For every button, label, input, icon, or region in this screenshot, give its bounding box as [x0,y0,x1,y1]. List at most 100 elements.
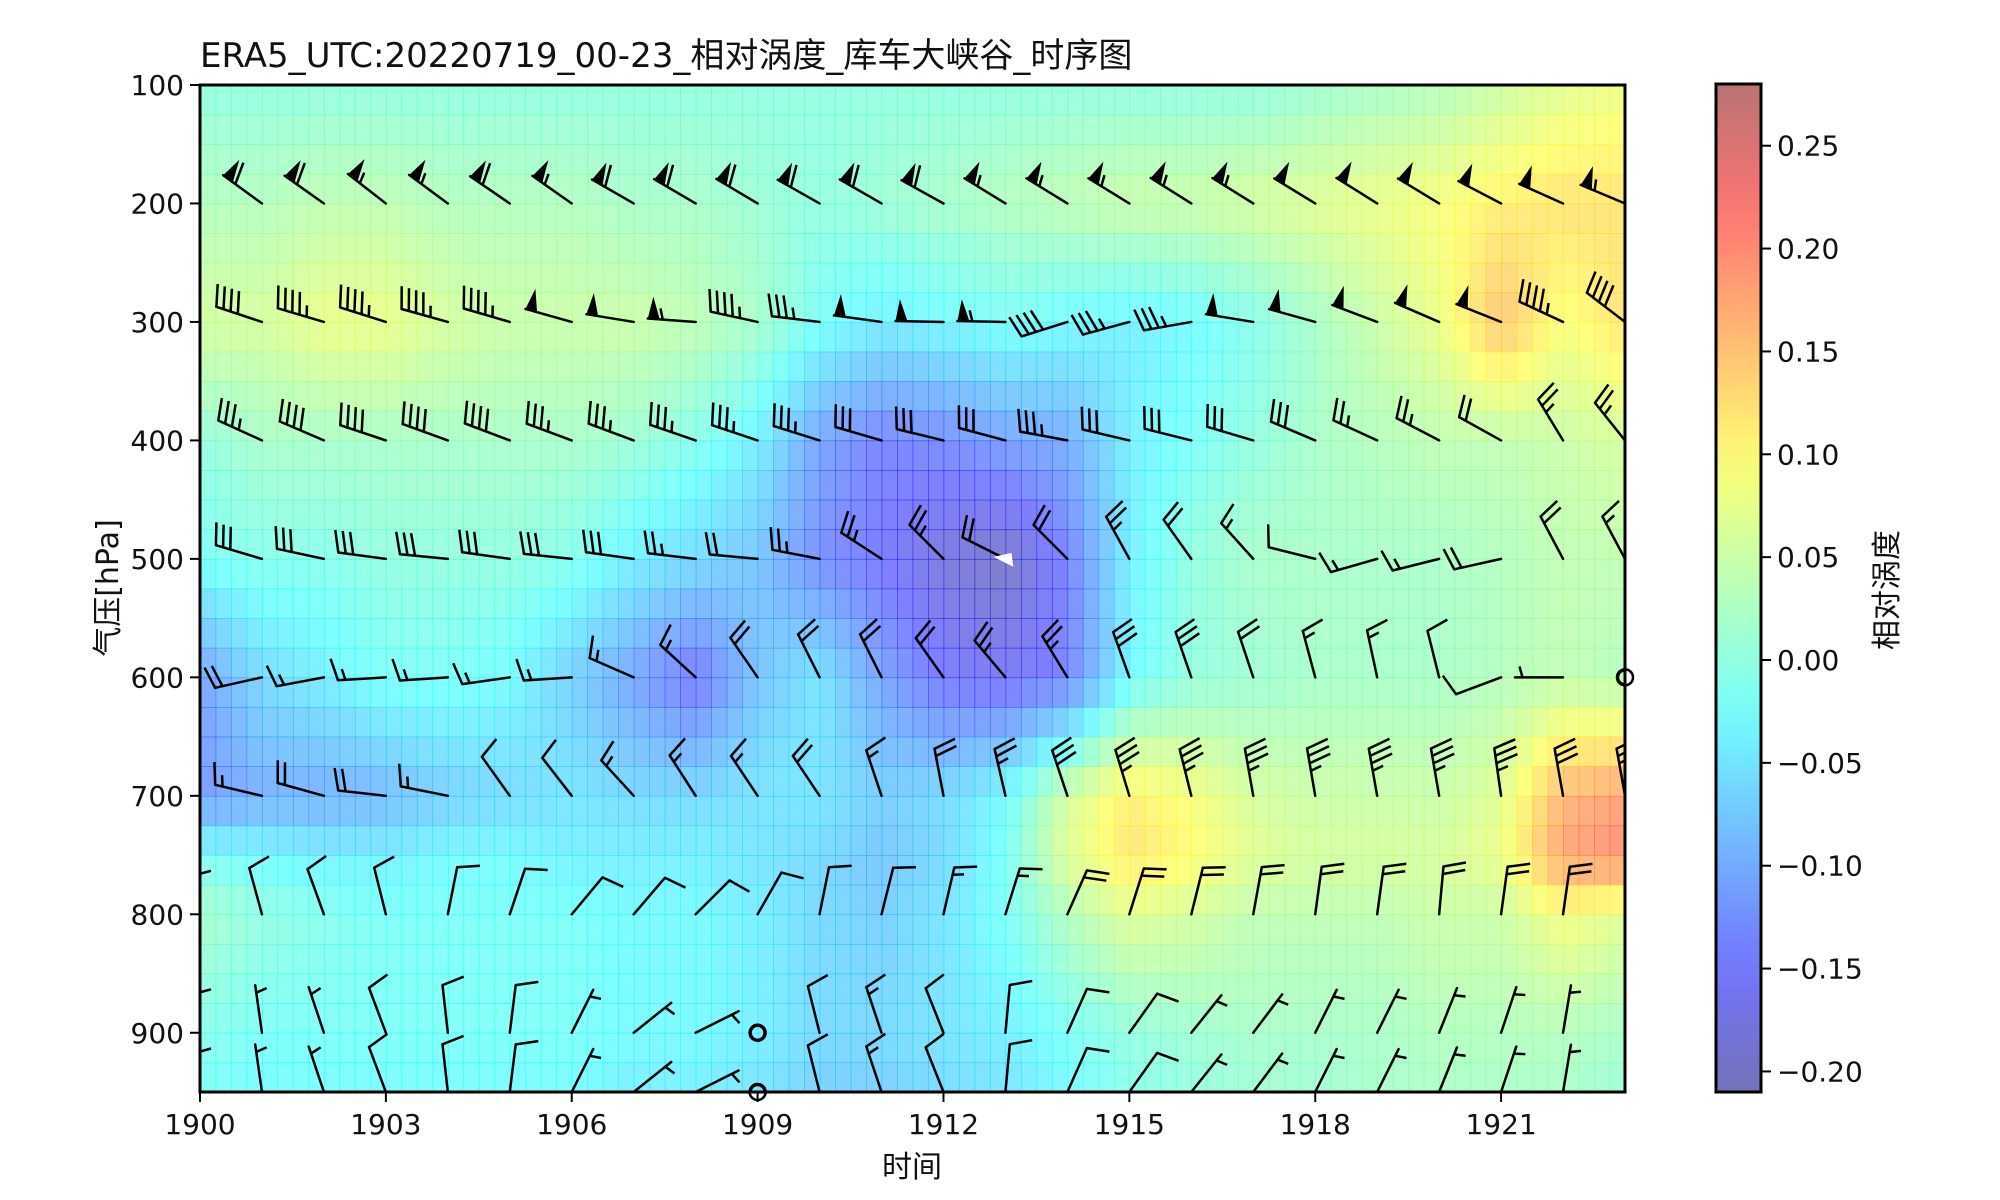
heatmap-cell [339,706,356,738]
heatmap-cell [1113,470,1131,501]
heatmap-cell [1191,558,1208,590]
heatmap-cell [1082,85,1100,116]
heatmap-cell [1237,144,1255,175]
heatmap-cell [1098,558,1115,590]
heatmap-cell [432,85,449,116]
wind-barb [541,738,573,798]
heatmap-cell [1222,855,1239,886]
heatmap-cell [323,292,341,323]
heatmap-cell [633,943,650,975]
heatmap-cell [1268,766,1286,797]
heatmap-cell [277,410,294,442]
heatmap-cell [1454,85,1471,116]
heatmap-cell [277,647,294,679]
wind-barb [468,160,512,205]
heatmap-cell [1578,351,1595,382]
heatmap-cell [819,85,836,116]
heatmap-cell [1470,529,1487,560]
heatmap-cell [1609,114,1625,146]
heatmap-cell [1020,529,1038,560]
heatmap-cell [1578,85,1595,116]
heatmap-cell [1563,114,1580,146]
heatmap-cell [1392,558,1409,590]
heatmap-cell [788,973,805,1004]
heatmap-cell [1113,706,1131,738]
heatmap-cell [1222,558,1239,590]
heatmap-cell [1609,558,1625,590]
heatmap-cell [292,855,310,886]
heatmap-cell [1315,440,1332,471]
heatmap-cell [881,558,898,590]
heatmap-cell [540,114,558,146]
heatmap-cell [881,351,898,382]
heatmap-cell [1253,706,1270,738]
heatmap-cell [711,973,728,1004]
heatmap-cell [1067,233,1084,264]
heatmap-cell [897,943,914,975]
heatmap-cell [292,677,310,708]
heatmap-cell [1020,736,1038,768]
heatmap-cell [230,1003,248,1034]
heatmap-cell [742,203,759,234]
heatmap-cell [881,766,898,797]
wind-barb [648,402,697,442]
heatmap-cell [354,677,372,708]
heatmap-cell [1439,914,1456,945]
heatmap-cell [819,440,836,471]
heatmap-cell [881,381,898,412]
heatmap-cell [1284,706,1301,738]
heatmap-cell [323,351,341,382]
heatmap-cell [1175,884,1193,916]
heatmap-cell [974,736,991,768]
heatmap-cell [370,795,387,827]
heatmap-cell [1206,795,1224,827]
heatmap-cell [1206,825,1224,856]
wind-barb [668,737,697,798]
heatmap-cell [927,973,945,1004]
heatmap-cell [726,381,743,412]
heatmap-cell [664,262,681,294]
heatmap-cell [556,410,573,442]
heatmap-cell [1299,292,1317,323]
heatmap-cell [323,470,341,501]
heatmap-cell [215,825,232,856]
heatmap-cell [1036,233,1053,264]
heatmap-cell [1253,558,1270,590]
heatmap-cell [664,588,681,619]
heatmap-cell [571,855,589,886]
wind-barb [1128,1051,1180,1092]
heatmap-cell [649,618,666,649]
heatmap-cell [1594,855,1611,886]
wind-barb [372,855,395,916]
wind-barb [1332,397,1379,442]
heatmap-cell [587,1062,604,1092]
heatmap-cell [711,677,728,708]
heatmap-cell [1516,1032,1533,1064]
heatmap-cell [277,381,294,412]
heatmap-cell [525,440,542,471]
heatmap-cell [943,1062,960,1092]
heatmap-cell [664,85,681,116]
heatmap-cell [1485,558,1502,590]
heatmap-cell [1082,114,1100,146]
heatmap-cell [927,114,945,146]
heatmap-cell [1237,1003,1255,1034]
heatmap-cell [370,351,387,382]
heatmap-cell [1594,736,1611,768]
heatmap-cell [385,973,403,1004]
heatmap-cell [200,233,217,264]
heatmap-cell [1346,1003,1363,1034]
heatmap-cell [1361,558,1378,590]
heatmap-cell [819,173,836,205]
colorbar [1716,84,1761,1092]
heatmap-cell [370,233,387,264]
heatmap-cell [1051,618,1069,649]
heatmap-cell [292,618,310,649]
heatmap-cell [711,795,728,827]
wind-barb [865,1032,886,1092]
wind-barb [1455,285,1503,324]
heatmap-cell [1206,943,1224,975]
heatmap-cell [339,558,356,590]
heatmap-cell [1439,144,1456,175]
heatmap-cell [1005,647,1022,679]
